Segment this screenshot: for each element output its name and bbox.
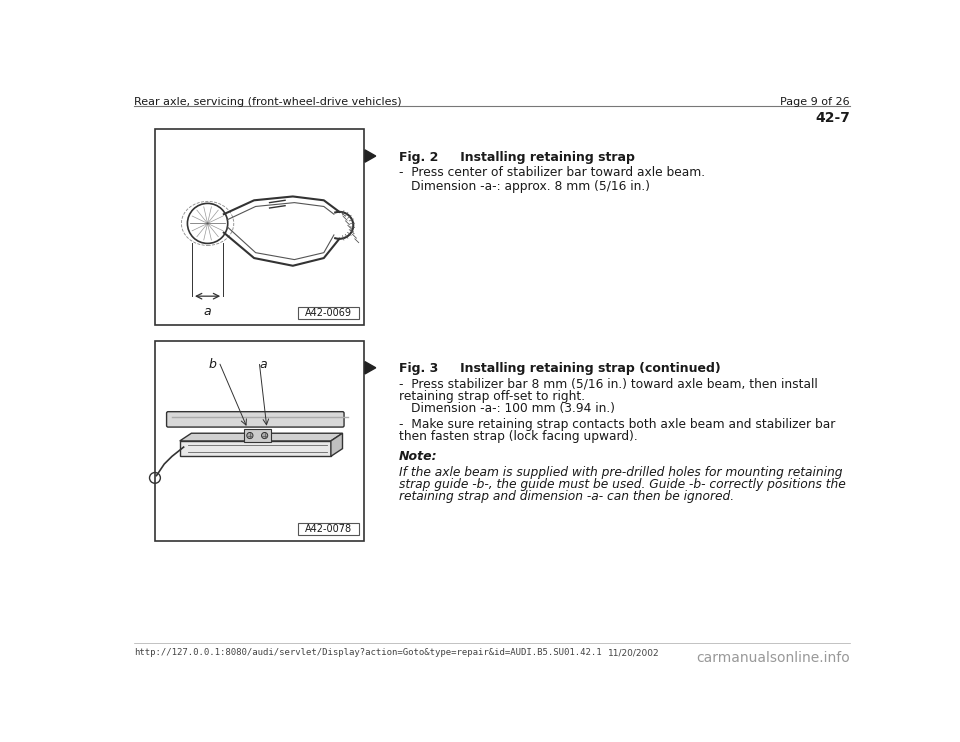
Circle shape [247, 433, 253, 439]
FancyBboxPatch shape [167, 412, 344, 427]
Bar [299, 307, 359, 319]
Polygon shape [365, 361, 375, 374]
Text: a: a [204, 306, 211, 318]
Text: Dimension -a-: 100 mm (3.94 in.): Dimension -a-: 100 mm (3.94 in.) [411, 402, 614, 416]
Text: a: a [259, 358, 267, 371]
Text: Note:: Note: [399, 450, 438, 463]
Text: -  Press stabilizer bar 8 mm (5/16 in.) toward axle beam, then install: - Press stabilizer bar 8 mm (5/16 in.) t… [399, 378, 818, 391]
Polygon shape [180, 433, 343, 441]
Text: If the axle beam is supplied with pre-drilled holes for mounting retaining: If the axle beam is supplied with pre-dr… [399, 465, 843, 479]
Polygon shape [180, 441, 331, 456]
Polygon shape [331, 433, 343, 456]
Text: Dimension -a-: approx. 8 mm (5/16 in.): Dimension -a-: approx. 8 mm (5/16 in.) [411, 180, 650, 193]
Text: carmanualsonline.info: carmanualsonline.info [696, 651, 850, 665]
Text: A42-0069: A42-0069 [305, 308, 352, 318]
Bar [155, 129, 364, 326]
Text: Fig. 3     Installing retaining strap (continued): Fig. 3 Installing retaining strap (conti… [399, 362, 721, 375]
Text: Rear axle, servicing (front-wheel-drive vehicles): Rear axle, servicing (front-wheel-drive … [134, 96, 401, 107]
Text: retaining strap and dimension -a- can then be ignored.: retaining strap and dimension -a- can th… [399, 490, 734, 503]
Text: 42-7: 42-7 [815, 111, 850, 125]
Text: retaining strap off-set to right.: retaining strap off-set to right. [399, 390, 586, 403]
Circle shape [261, 433, 268, 439]
Text: b: b [208, 358, 217, 371]
Bar [244, 429, 271, 442]
Text: Fig. 2     Installing retaining strap: Fig. 2 Installing retaining strap [399, 151, 635, 164]
Text: Page 9 of 26: Page 9 of 26 [780, 96, 850, 107]
Text: 11/20/2002: 11/20/2002 [609, 648, 660, 657]
Text: strap guide -b-, the guide must be used. Guide -b- correctly positions the: strap guide -b-, the guide must be used.… [399, 478, 846, 491]
Polygon shape [365, 150, 375, 162]
Text: then fasten strap (lock facing upward).: then fasten strap (lock facing upward). [399, 430, 637, 443]
Text: A42-0078: A42-0078 [305, 524, 352, 533]
Text: http://127.0.0.1:8080/audi/servlet/Display?action=Goto&type=repair&id=AUDI.B5.SU: http://127.0.0.1:8080/audi/servlet/Displ… [134, 648, 602, 657]
Text: -  Press center of stabilizer bar toward axle beam.: - Press center of stabilizer bar toward … [399, 166, 706, 179]
Bar [299, 522, 359, 535]
Text: -  Make sure retaining strap contacts both axle beam and stabilizer bar: - Make sure retaining strap contacts bot… [399, 418, 835, 431]
Bar [155, 341, 364, 541]
